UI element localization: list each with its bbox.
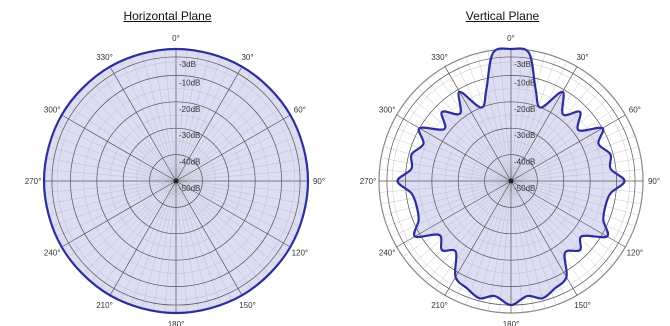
angle-label: 300° [44,106,61,115]
angle-label: 90° [648,177,660,186]
minor-spoke [130,56,177,182]
minor-spoke [175,180,222,306]
center-dot [173,178,179,184]
db-ring [484,154,538,208]
angle-label: 330° [96,53,113,62]
ring-label: -20dB [179,105,200,114]
ring-label: -3dB [179,60,196,69]
minor-spoke [510,180,557,306]
db-ring [405,75,617,287]
angle-label: 0° [507,34,515,43]
angle-label: 60° [294,106,306,115]
ring-label: -20dB [514,105,535,114]
ring-label: -50dB [514,184,535,193]
angle-label: 120° [627,249,644,258]
minor-spoke [510,125,631,182]
chart-title: Horizontal Plane [123,9,212,23]
minor-spoke [120,180,177,301]
db-ring [431,101,591,261]
minor-spoke [391,180,512,237]
ring-label: -30dB [179,131,200,140]
minor-ring [162,167,190,195]
angle-label: 240° [44,249,61,258]
angle-label: 150° [574,301,591,310]
angle-label: 210° [96,301,113,310]
minor-ring [136,141,216,221]
angle-label: 60° [629,106,641,115]
angle-label: 210° [431,301,448,310]
angle-label: 30° [576,53,588,62]
center-dot [508,178,514,184]
minor-ring [109,114,243,248]
db-ring [70,75,282,287]
minor-spoke [175,61,232,182]
minor-ring [83,88,269,274]
minor-spoke [510,56,557,182]
minor-spoke [465,180,512,306]
ring-label: -3dB [514,60,531,69]
minor-ring [391,61,631,301]
minor-spoke [510,61,567,182]
angle-label: 150° [239,301,256,310]
db-ring [51,56,301,306]
angle-label: 90° [313,177,325,186]
minor-spoke [56,180,177,237]
angle-label: 180° [168,320,185,326]
minor-spoke [120,61,177,182]
angle-label: 0° [172,34,180,43]
db-ring [457,127,565,235]
minor-spoke [465,56,512,182]
db-ring [149,154,203,208]
minor-spoke [455,180,512,301]
angle-label: 330° [431,53,448,62]
minor-spoke [510,180,631,237]
angle-label: 270° [360,177,377,186]
angle-label: 270° [25,177,42,186]
angle-label: 240° [379,249,396,258]
angle-label: 30° [241,53,253,62]
chart-title: Vertical Plane [465,9,540,23]
minor-ring [444,114,578,248]
horizontal-plane-polar-plot: -3dB -10dB -20dB -30dB -40dB -50dB 0° 30° 60° 90°… [25,34,325,326]
pattern-line [42,47,310,315]
horizontal-plane-chart: Horizontal Plane -3dB -10dB -20dB -30dB -40d… [25,9,325,326]
minor-ring [497,167,525,195]
ring-label: -10dB [514,78,535,87]
minor-spoke [510,180,567,301]
ring-label: -40dB [514,158,535,167]
minor-spoke [455,61,512,182]
minor-spoke [130,180,177,306]
vertical-plane-chart: Vertical Plane -3dB -10dB -20dB -30dB -40dB -… [335,0,670,326]
minor-ring [418,88,604,274]
minor-spoke [175,180,232,301]
minor-ring [56,61,296,301]
ring-label: -10dB [179,78,200,87]
vertical-plane-polar-plot: -3dB -10dB -20dB -30dB -40dB -50dB 0° 30° 60° 90°… [360,34,660,326]
minor-ring [471,141,551,221]
db-ring [122,127,230,235]
minor-spoke [56,125,177,182]
minor-spoke [175,180,296,237]
minor-spoke [391,125,512,182]
pattern-line [396,47,626,307]
ring-label: -50dB [179,184,200,193]
minor-spoke [175,56,222,182]
angle-label: 120° [292,249,309,258]
angle-label: 180° [503,320,520,326]
ring-label: -40dB [179,158,200,167]
angle-label: 300° [379,106,396,115]
db-ring [96,101,256,261]
ring-label: -30dB [514,131,535,140]
minor-spoke [175,125,296,182]
